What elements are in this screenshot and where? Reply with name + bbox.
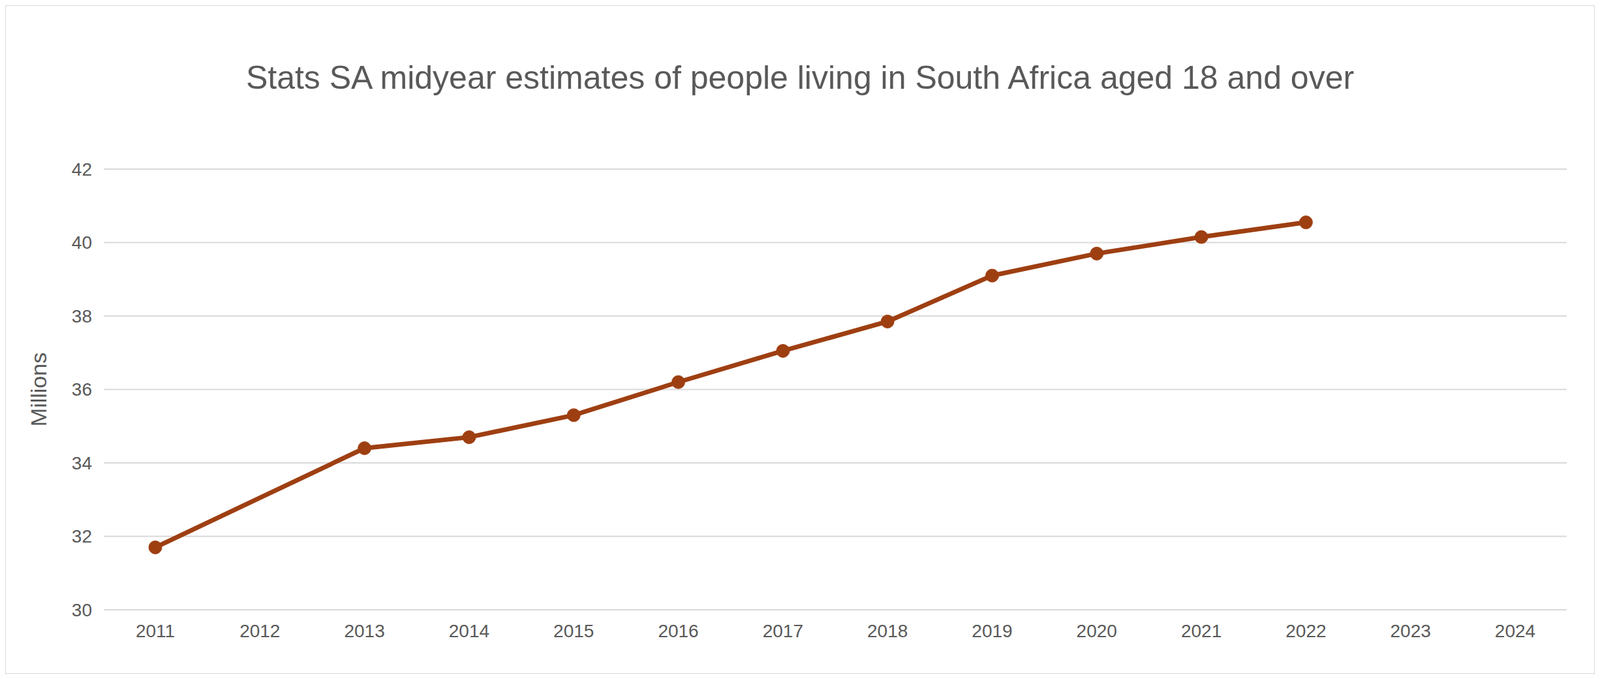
svg-text:Millions: Millions [26,352,51,427]
svg-text:2015: 2015 [553,620,594,641]
svg-text:36: 36 [71,379,93,400]
svg-text:40: 40 [71,232,93,253]
svg-text:2024: 2024 [1494,620,1536,641]
svg-text:2017: 2017 [762,620,804,641]
html-text:Stats SA midyear estimates of: Stats SA midyear estimates of people liv… [245,59,1355,96]
svg-text:2018: 2018 [867,620,908,641]
svg-text:2019: 2019 [971,620,1013,641]
svg-text:38: 38 [71,306,93,327]
svg-text:32: 32 [71,525,93,547]
svg-text:2023: 2023 [1390,620,1431,641]
svg-text:30: 30 [71,599,93,620]
svg-text:2020: 2020 [1076,620,1118,641]
svg-text:2016: 2016 [657,620,699,641]
svg-text:2014: 2014 [448,620,490,641]
svg-text:34: 34 [71,452,93,474]
svg-text:2022: 2022 [1285,620,1326,641]
svg-text:2013: 2013 [343,620,385,641]
svg-text:2021: 2021 [1181,620,1222,641]
svg-text:2011: 2011 [135,620,175,641]
svg-text:42: 42 [71,159,93,180]
svg-text:2012: 2012 [239,620,280,641]
